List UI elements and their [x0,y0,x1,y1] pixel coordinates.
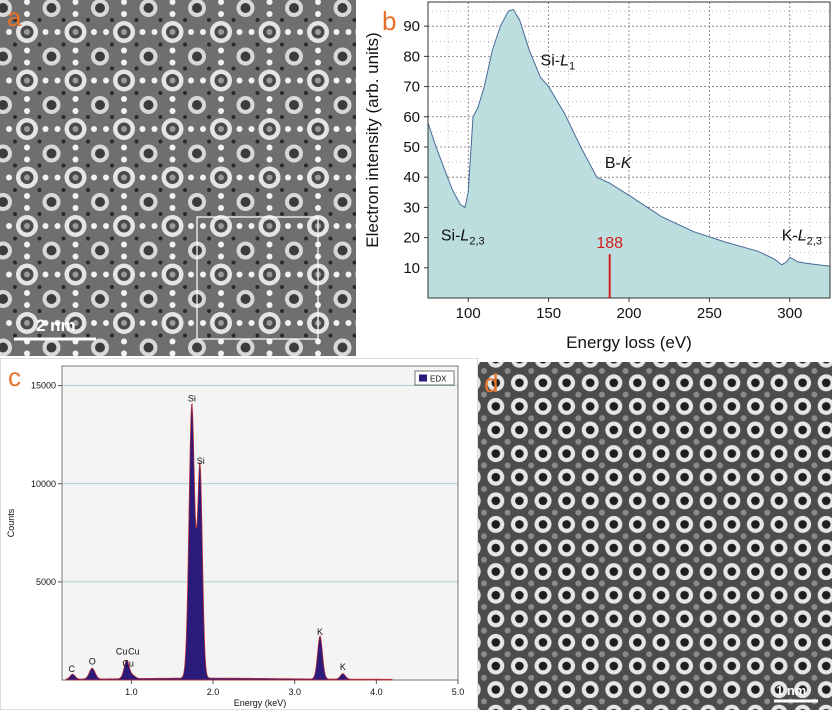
peak-label: Cu [122,658,134,668]
y-tick-label: 30 [403,199,420,216]
x-tick-label: 150 [536,305,561,322]
panel-b-eels-spectrum: 188 100 150 200 250 300 10 20 30 40 50 60 70 80 90 Ener… [356,0,832,360]
peak-label: O [89,656,96,666]
scalebar-label-d: 1 nm [776,683,807,698]
x-axis-label: Energy (keV) [234,698,287,708]
panel-a-hrtem-image: a 2 nm [0,0,356,356]
peak-label: Cu [116,646,128,656]
x-tick-label: 200 [616,305,641,322]
peak-label: C [69,664,76,674]
y-tick-label: 10 [403,260,420,277]
y-tick-label: 90 [403,18,420,35]
y-tick-label: 60 [403,109,420,126]
panel-c-edx-spectrum: C O Cu Cu Cu Si Si K K 1.0 2.0 3.0 4.0 5.0 5000 10000 15… [0,357,479,711]
scalebar-label-a: 2 nm [36,316,76,335]
peak-label: Si [188,393,196,403]
x-tick-label: 100 [456,305,481,322]
x-tick-label: 2.0 [207,687,220,697]
edge-annotation: B-K [605,155,633,172]
x-tick-label: 1.0 [125,687,138,697]
y-axis-label: Counts [6,508,16,537]
y-tick-label: 15000 [31,381,56,391]
plot-background [62,366,458,680]
y-axis-label: Electron intensity (arb. units) [363,32,382,247]
edx-spectrum [65,402,393,681]
hrtem-lattice-image [0,0,356,356]
panel-d-stem-image: d 1 nm [478,362,832,710]
edge-annotation: Si-L2,3 [441,228,485,248]
y-tick-label: 50 [403,139,420,156]
legend-swatch [419,374,427,382]
y-tick-label: 20 [403,230,420,247]
peak-label: K [317,627,323,637]
panel-c-letter: c [8,362,21,392]
panel-b-letter: b [382,6,397,36]
spectrum-line [427,8,831,267]
marker-label-188: 188 [596,235,623,252]
peak-label: K [340,662,346,672]
peak-label: Cu [128,646,140,656]
legend-label: EDX [430,375,447,384]
y-tick-label: 80 [403,48,420,65]
x-tick-label: 250 [697,305,722,322]
x-tick-label: 4.0 [370,687,383,697]
x-tick-label: 3.0 [288,687,301,697]
region-of-interest-box [196,216,319,340]
spectrum-area [428,9,830,298]
edge-annotation: Si-L1 [541,52,576,72]
panel-a-letter: a [7,2,22,32]
panel-d-letter: d [484,368,499,398]
y-tick-label: 10000 [31,479,56,489]
x-axis-label: Energy loss (eV) [566,333,692,352]
stem-lattice-image [478,362,832,710]
x-tick-label: 5.0 [452,687,465,697]
edge-annotation: K-L2,3 [782,228,822,248]
peak-label: Si [197,456,205,466]
x-tick-label: 300 [777,305,802,322]
y-tick-label: 70 [403,79,420,96]
y-tick-label: 40 [403,169,420,186]
eels-chart: 188 100 150 200 250 300 10 20 30 40 50 60 70 80 90 Ener… [363,1,831,352]
y-tick-label: 5000 [36,577,56,587]
